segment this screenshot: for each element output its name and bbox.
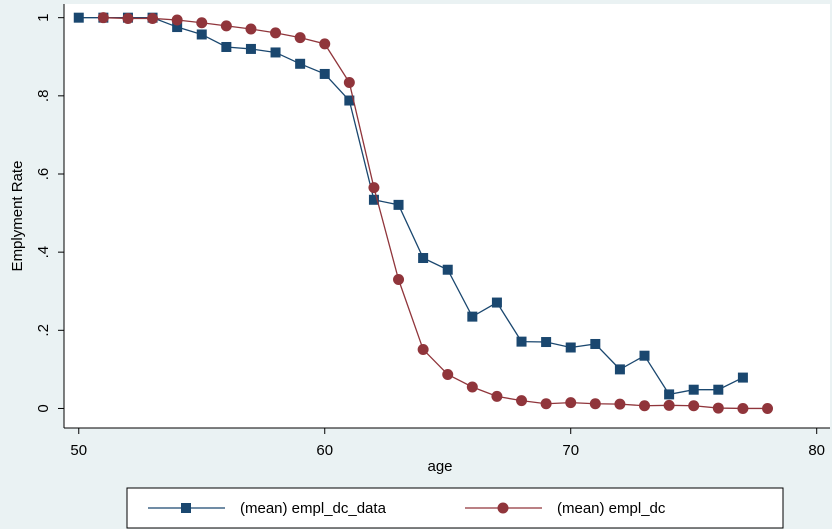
data-point [442, 368, 454, 380]
series-line [103, 17, 768, 410]
data-point [614, 398, 626, 410]
data-point [147, 12, 159, 24]
y-tick-label: 1 [35, 14, 52, 22]
data-point [319, 38, 331, 50]
data-point [368, 182, 380, 194]
legend-marker [181, 503, 191, 513]
data-point [171, 14, 183, 26]
data-point [713, 384, 724, 395]
data-point [491, 390, 503, 402]
y-tick-label: 0 [35, 404, 52, 412]
legend-label: (mean) empl_dc [557, 500, 666, 517]
data-point [172, 22, 183, 33]
data-point [737, 372, 748, 383]
legend [126, 487, 784, 529]
data-point [221, 41, 232, 52]
plot-area [64, 4, 830, 428]
data-point [541, 337, 552, 348]
data-point [220, 20, 232, 32]
data-point [737, 402, 749, 414]
data-point [466, 381, 478, 393]
data-point [295, 58, 306, 69]
data-point [245, 23, 257, 35]
x-tick-label: 50 [70, 442, 87, 459]
data-point [294, 32, 306, 44]
y-axis-label: Emplyment Rate [9, 161, 26, 272]
x-axis-label: age [427, 458, 452, 475]
data-point [540, 398, 552, 410]
data-point [319, 68, 330, 79]
data-point [344, 95, 355, 106]
x-tick-label: 80 [808, 442, 825, 459]
data-point [491, 297, 502, 308]
legend-marker [497, 502, 509, 514]
legend-label: (mean) empl_dc_data [240, 500, 387, 517]
data-point [688, 384, 699, 395]
data-point [418, 253, 429, 264]
y-tick-label: .8 [35, 90, 52, 103]
data-point [442, 264, 453, 275]
x-tick-label: 70 [562, 442, 579, 459]
data-point [196, 17, 208, 29]
data-point [639, 400, 651, 412]
data-point [663, 399, 675, 411]
data-point [368, 194, 379, 205]
data-point [343, 77, 355, 89]
data-point [688, 400, 700, 412]
data-point [270, 47, 281, 58]
x-tick-label: 60 [316, 442, 333, 459]
y-tick-label: .2 [35, 324, 52, 337]
data-point [590, 338, 601, 349]
y-tick-label: .4 [35, 246, 52, 259]
data-point [565, 397, 577, 409]
data-point [417, 343, 429, 355]
data-point [639, 350, 650, 361]
data-point [516, 336, 527, 347]
data-point [122, 12, 134, 24]
data-point [467, 311, 478, 322]
data-point [589, 398, 601, 410]
data-point [712, 402, 724, 414]
data-point [97, 12, 109, 24]
data-point [664, 389, 675, 400]
data-point [245, 43, 256, 54]
data-point [393, 274, 405, 286]
data-point [393, 199, 404, 210]
data-point [614, 364, 625, 375]
data-point [196, 29, 207, 40]
data-point [73, 12, 84, 23]
data-point [565, 342, 576, 353]
data-point [270, 27, 282, 39]
series-line [78, 17, 744, 396]
data-point [762, 402, 774, 414]
data-point [516, 395, 528, 407]
y-tick-label: .6 [35, 168, 52, 181]
